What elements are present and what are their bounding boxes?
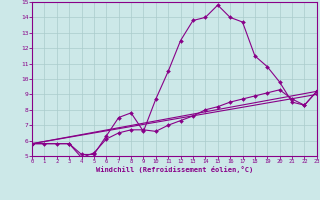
X-axis label: Windchill (Refroidissement éolien,°C): Windchill (Refroidissement éolien,°C) <box>96 166 253 173</box>
